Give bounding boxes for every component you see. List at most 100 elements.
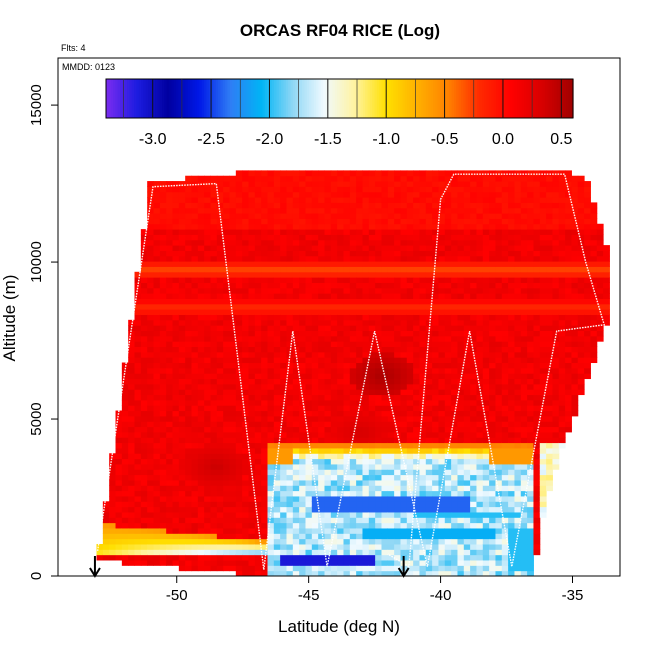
heatmap-cell	[204, 351, 211, 358]
heatmap-cell	[191, 282, 199, 289]
heatmap-cell	[166, 234, 174, 241]
heatmap-cell	[299, 501, 306, 508]
heatmap-cell	[444, 410, 452, 417]
heatmap-cell	[432, 186, 439, 193]
heatmap-cell	[539, 234, 547, 241]
heatmap-cell	[343, 287, 351, 294]
heatmap-cell	[197, 442, 205, 449]
heatmap-cell	[520, 282, 528, 289]
heatmap-cell	[444, 277, 452, 283]
heatmap-cell	[191, 426, 199, 433]
heatmap-cell	[539, 346, 547, 353]
heatmap-cell	[457, 357, 465, 364]
heatmap-cell	[324, 357, 332, 364]
heatmap-cell	[527, 367, 534, 374]
heatmap-cell	[527, 319, 534, 326]
heatmap-cell	[394, 213, 401, 219]
heatmap-cell	[311, 394, 319, 401]
heatmap-cell	[514, 527, 522, 534]
heatmap-cell	[330, 325, 338, 331]
heatmap-cell	[520, 543, 528, 550]
heatmap-cell	[381, 239, 389, 246]
heatmap-cell	[267, 261, 275, 267]
heatmap-cell	[299, 191, 306, 198]
heatmap-cell	[147, 191, 155, 198]
heatmap-cell	[527, 453, 534, 460]
heatmap-cell	[147, 207, 155, 214]
heatmap-cell	[356, 261, 363, 267]
heatmap-cell	[223, 458, 230, 465]
heatmap-cell	[387, 213, 395, 219]
heatmap-cell	[394, 239, 401, 246]
heatmap-cell	[381, 202, 389, 209]
heatmap-cell	[134, 485, 142, 492]
heatmap-cell	[267, 282, 275, 289]
heatmap-cell	[318, 255, 325, 262]
heatmap-cell	[197, 325, 205, 331]
heatmap-cell	[216, 383, 224, 390]
heatmap-cell	[311, 277, 319, 283]
heatmap-cell	[349, 469, 357, 476]
heatmap-cell	[463, 549, 471, 556]
heatmap-cell	[520, 527, 528, 534]
heatmap-cell	[337, 458, 344, 465]
heatmap-cell	[413, 479, 420, 486]
heatmap-cell	[235, 186, 243, 193]
heatmap-cell	[147, 367, 155, 374]
heatmap-cell	[406, 437, 414, 444]
heatmap-cell	[337, 474, 344, 481]
heatmap-cell	[444, 170, 452, 177]
heatmap-cell	[387, 197, 395, 203]
heatmap-cell	[375, 175, 382, 182]
heatmap-cell	[343, 383, 351, 390]
heatmap-cell	[489, 415, 496, 422]
heatmap-cell	[356, 463, 363, 470]
heatmap-cell	[527, 421, 534, 428]
heatmap-cell	[527, 559, 534, 566]
heatmap-cell	[356, 207, 363, 214]
heatmap-cell	[210, 298, 218, 305]
heatmap-cell	[381, 405, 389, 412]
heatmap-cell	[191, 447, 199, 454]
heatmap-cell	[482, 426, 490, 433]
heatmap-cell	[533, 186, 541, 193]
heatmap-cell	[387, 346, 395, 353]
heatmap-cell	[185, 234, 193, 241]
heatmap-cell	[432, 474, 439, 481]
heatmap-cell	[444, 218, 452, 225]
heatmap-cell	[438, 479, 446, 486]
heatmap-cell	[140, 378, 148, 385]
heatmap-cell	[197, 458, 205, 465]
heatmap-cell	[533, 463, 541, 470]
heatmap-cell	[425, 245, 433, 251]
heatmap-cell	[368, 330, 376, 337]
heatmap-cell	[476, 469, 484, 476]
heatmap-cell	[128, 437, 136, 444]
heatmap-cell	[128, 357, 136, 364]
heatmap-cell	[242, 330, 249, 337]
heatmap-cell	[457, 570, 465, 577]
heatmap-cell	[470, 389, 477, 396]
heatmap-cell	[470, 538, 477, 545]
heatmap-cell	[489, 506, 496, 513]
heatmap-cell	[489, 186, 496, 193]
heatmap-cell	[273, 415, 281, 422]
heatmap-cell	[280, 271, 287, 278]
heatmap-cell	[172, 351, 180, 358]
heatmap-cell	[216, 474, 224, 481]
heatmap-cell	[242, 271, 249, 278]
heatmap-cell	[178, 186, 186, 193]
heatmap-cell	[166, 202, 174, 209]
heatmap-cell	[451, 495, 458, 502]
heatmap-cell	[501, 319, 509, 326]
heatmap-cell	[381, 431, 389, 438]
heatmap-cell	[381, 341, 389, 348]
heatmap-cell	[419, 495, 427, 502]
heatmap-cell	[299, 533, 306, 540]
heatmap-cell	[527, 245, 534, 251]
heatmap-cell	[343, 405, 351, 412]
heatmap-cell	[330, 490, 338, 497]
heatmap-cell	[318, 175, 325, 182]
heatmap-cell	[337, 261, 344, 267]
heatmap-cell	[368, 463, 376, 470]
